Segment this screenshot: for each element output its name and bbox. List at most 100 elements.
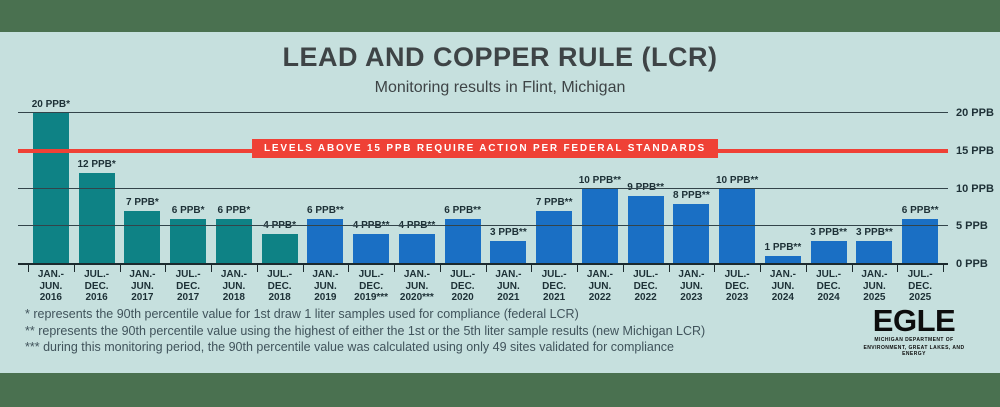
x-axis-tick (531, 264, 533, 272)
chart-header: LEAD AND COPPER RULE (LCR) Monitoring re… (0, 42, 1000, 97)
egle-logo-tagline-1: MICHIGAN DEPARTMENT OF (874, 337, 954, 343)
x-axis-tick (348, 264, 350, 272)
bar: 10 PPB** (579, 175, 621, 264)
footnote-49-sites: *** during this monitoring period, the 9… (25, 340, 674, 354)
bar-value-label: 3 PPB** (856, 227, 893, 239)
footnotes: * represents the 90th percentile value f… (25, 306, 705, 356)
x-axis-tick (256, 264, 258, 272)
x-axis-label: JAN.-JUN. 2022 (586, 269, 613, 303)
bar-group: 7 PPB** (531, 113, 577, 264)
x-axis-label: JAN.-JUN. 2021 (495, 269, 522, 303)
x-axis-label: JAN.-JUN. 2023 (678, 269, 705, 303)
bar: 4 PPB** (353, 220, 389, 264)
y-axis-label: 15 PPB (956, 144, 994, 157)
x-axis-label: JUL.-DEC. 2021 (541, 269, 567, 303)
bar-value-label: 1 PPB** (764, 242, 802, 254)
y-axis-label: 10 PPB (956, 182, 994, 195)
bar: 3 PPB** (856, 227, 893, 264)
bar-value-label: 8 PPB** (673, 189, 710, 201)
bar: 6 PPB** (444, 205, 481, 264)
bar-value-label: 10 PPB** (716, 174, 759, 186)
bar-group: 6 PPB* (165, 113, 211, 264)
bar: 3 PPB** (490, 227, 527, 264)
action-level-banner: LEVELS ABOVE 15 PPB REQUIRE ACTION PER F… (252, 139, 718, 158)
y-axis: 20 PPB 15 PPB 10 PPB 5 PPB 0 PPB (956, 107, 996, 270)
bar: 9 PPB** (627, 182, 664, 264)
bar-value-label: 7 PPB* (125, 197, 159, 209)
bar-group: 6 PPB** (303, 113, 349, 264)
bar-value-label: 20 PPB* (31, 99, 71, 110)
x-axis-tick (485, 264, 487, 272)
x-axis-tick (897, 264, 899, 272)
plot-area: 20 PPB* 12 PPB* 7 PPB* 6 PPB* 6 PPB* 4 PPB* 6 … (18, 99, 948, 265)
bar-group: 8 PPB** (669, 113, 715, 264)
x-axis-tick (851, 264, 853, 272)
egle-logo-tagline-2: ENVIRONMENT, GREAT LAKES, AND ENERGY (863, 344, 965, 358)
x-axis-tick (714, 264, 716, 272)
bar-value-label: 10 PPB** (578, 174, 621, 186)
gridline-0-ppb (18, 263, 948, 265)
bar-value-label: 6 PPB** (444, 204, 481, 216)
gridline-10-ppb (18, 187, 948, 189)
x-axis-tick (439, 264, 441, 272)
x-axis-tick (943, 264, 944, 272)
bottom-band (0, 373, 1000, 407)
bar-group: 3 PPB** (852, 113, 898, 264)
x-axis-tick (622, 264, 624, 272)
x-axis-ticks (28, 264, 944, 273)
egle-logo-wordmark: EGLE (872, 303, 956, 338)
top-band (0, 0, 1000, 32)
x-axis-tick (73, 264, 75, 272)
footnote-michigan-lcr: ** represents the 90th percentile value … (25, 323, 706, 338)
bar-group: 6 PPB* (211, 113, 257, 264)
x-axis-label: JAN.-JUN. 2024 (769, 269, 796, 303)
x-axis-label: JUL.-DEC. 2025 (907, 269, 933, 303)
x-axis-tick (668, 264, 670, 272)
x-axis-tick (302, 264, 304, 272)
x-axis-tick (394, 264, 395, 272)
bar: 6 PPB* (170, 205, 207, 264)
bar: 6 PPB** (307, 205, 344, 264)
bar-group: 7 PPB* (120, 113, 166, 264)
x-axis-tick (760, 264, 761, 272)
bar-group: 10 PPB** (714, 113, 760, 264)
x-axis-tick (165, 264, 167, 272)
footnote-federal-lcr: * represents the 90th percentile value f… (25, 307, 579, 321)
x-axis-tick (805, 264, 807, 272)
bar-group: 1 PPB** (760, 113, 806, 264)
x-axis-tick (28, 264, 29, 272)
page-title: LEAD AND COPPER RULE (LCR) (282, 42, 718, 72)
bar-group: 9 PPB** (623, 113, 669, 264)
x-axis: JAN.-JUN. 2016 JUL.-DEC. 2016 JAN.-JUN. 2017 J… (28, 269, 943, 304)
x-axis-label: JAN.-JUN. 2019 (312, 269, 339, 303)
bar: 6 PPB* (215, 205, 252, 264)
bar-group: 4 PPB* (257, 113, 303, 264)
x-axis-tick (211, 264, 212, 272)
bar-value-label: 12 PPB* (77, 159, 116, 171)
bar-value-label: 6 PPB** (901, 204, 939, 216)
x-axis-label: JUL.-DEC. 2018 (267, 269, 293, 303)
bar-value-label: 7 PPB** (535, 197, 573, 209)
y-axis-label: 5 PPB (956, 220, 988, 233)
bar-group: 6 PPB** (897, 113, 943, 264)
bar: 3 PPB** (810, 227, 847, 264)
bar: 7 PPB** (536, 197, 572, 264)
bar: 20 PPB* (32, 99, 70, 264)
x-axis-tick (577, 264, 578, 272)
y-axis-label: 0 PPB (956, 258, 988, 270)
bar: 6 PPB** (902, 205, 938, 264)
bar-group: 4 PPB** (348, 113, 394, 264)
bar-value-label: 3 PPB** (490, 227, 527, 239)
gridline-5-ppb (18, 225, 948, 227)
bar-value-label: 6 PPB** (307, 204, 344, 216)
bar-group: 6 PPB** (440, 113, 486, 264)
x-axis-label: JAN.-JUN. 2017 (129, 269, 156, 303)
bar-group: 4 PPB** (394, 113, 440, 264)
gridline-20-ppb (18, 112, 948, 113)
bar-group: 3 PPB** (486, 113, 532, 264)
page-subtitle: Monitoring results in Flint, Michigan (374, 79, 626, 96)
bar: 12 PPB* (77, 159, 116, 264)
x-axis-label: JUL.-DEC. 2024 (816, 269, 842, 303)
x-axis-label: JAN.-JUN. 2020*** (399, 269, 434, 303)
